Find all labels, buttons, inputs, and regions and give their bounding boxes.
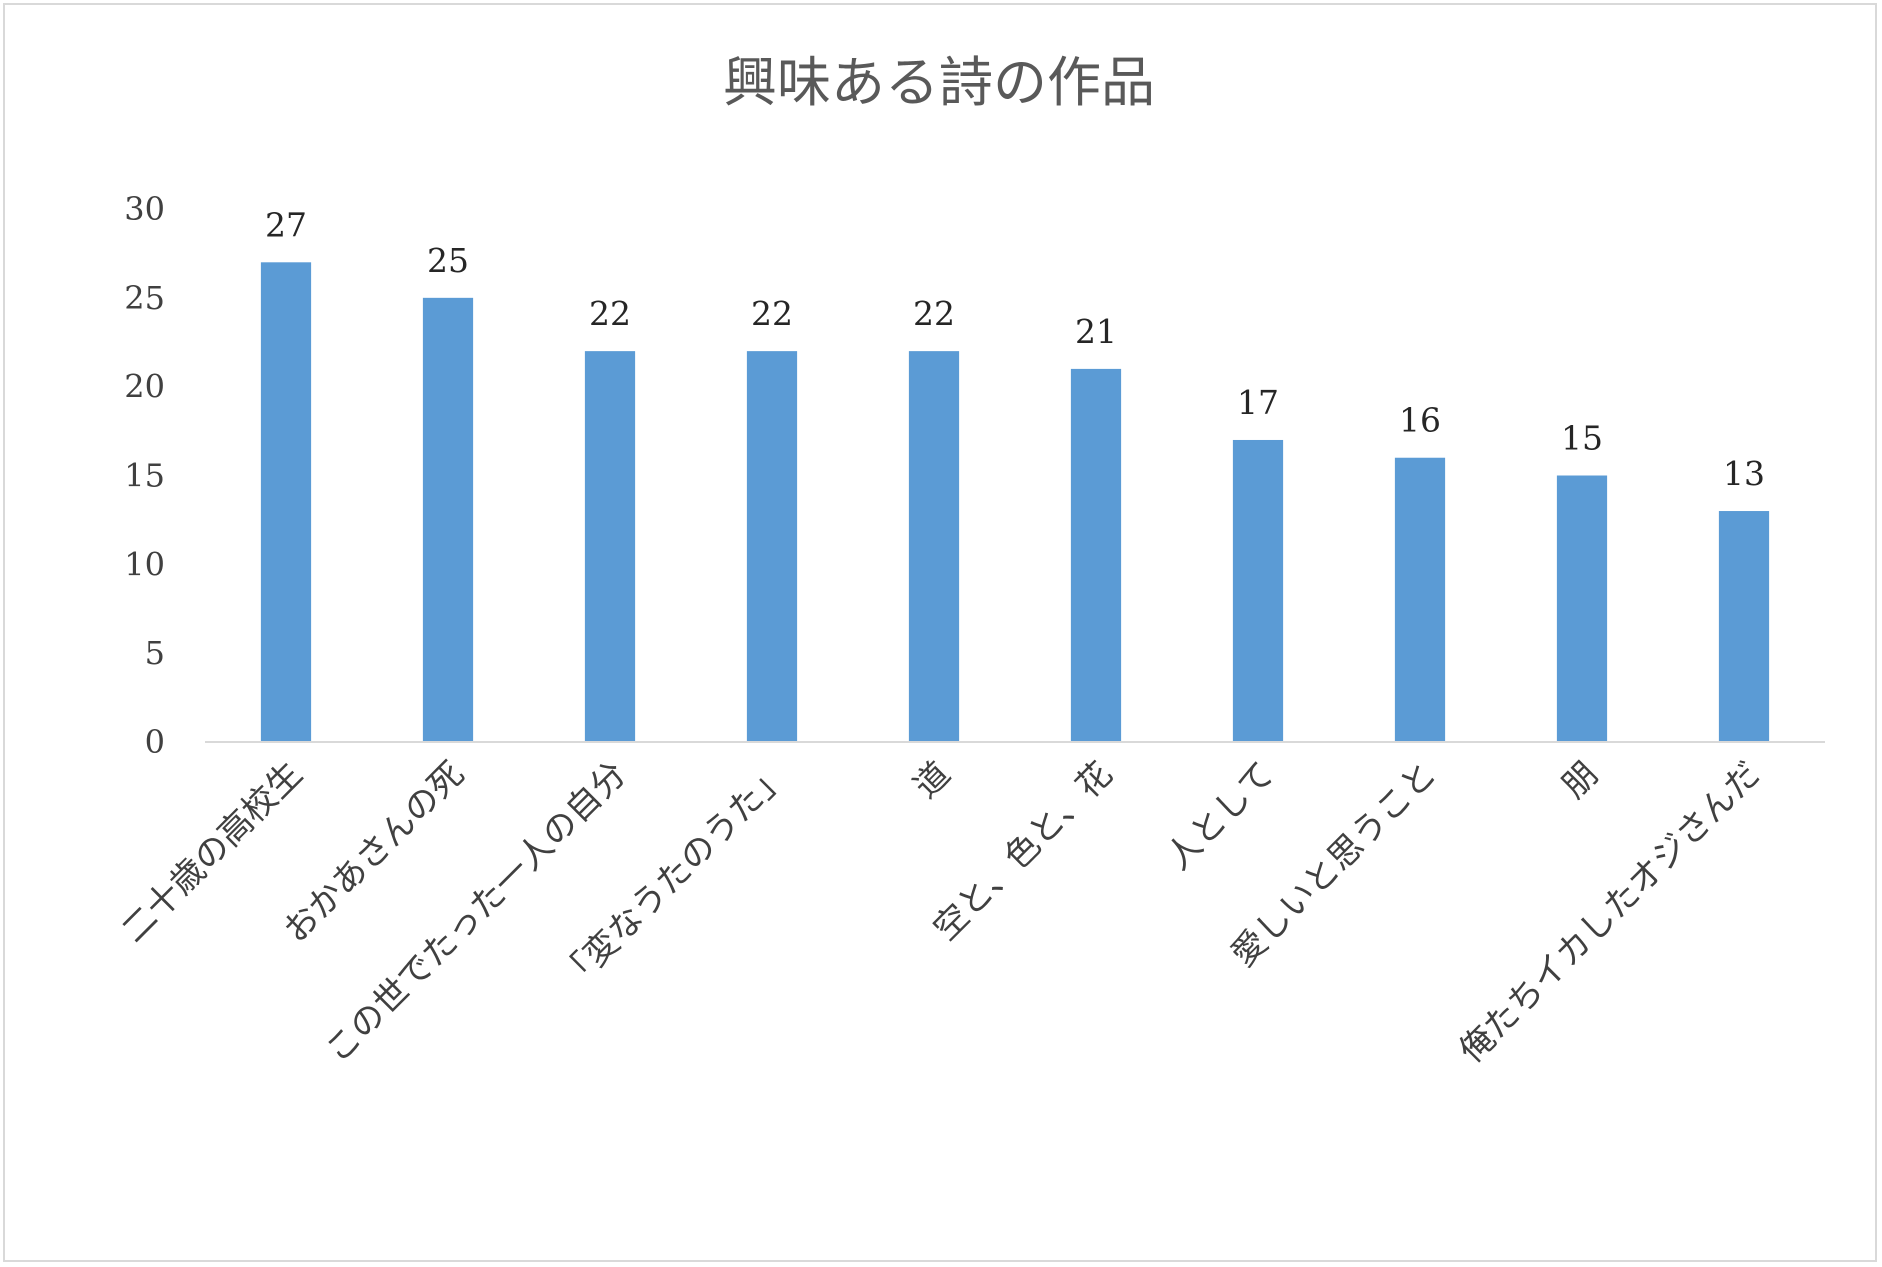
bar (584, 351, 636, 742)
data-label: 16 (1399, 401, 1441, 440)
x-tick-label: 俺たちイカしたオジさんだ (1452, 754, 1769, 1071)
data-label: 25 (427, 241, 469, 280)
bars (260, 262, 1770, 742)
y-axis: 0 5 10 15 20 25 30 (124, 190, 165, 761)
data-labels: 27 25 22 22 22 21 17 16 15 13 (265, 205, 1765, 493)
data-label: 21 (1075, 312, 1117, 351)
bar (1718, 511, 1770, 742)
y-tick-label: 20 (124, 368, 165, 406)
bar-chart: 興味ある詩の作品 0 5 10 15 20 25 30 27 25 22 22 22 21 17 16 15… (114, 51, 1825, 1071)
chart-frame: 興味ある詩の作品 0 5 10 15 20 25 30 27 25 22 22 22 21 17 16 15… (3, 3, 1877, 1262)
y-tick-label: 30 (124, 190, 165, 228)
bar (746, 351, 798, 742)
bar (260, 262, 312, 742)
bar (1070, 368, 1122, 742)
data-label: 15 (1561, 419, 1603, 458)
bar (1232, 439, 1284, 742)
y-tick-label: 10 (124, 545, 165, 583)
bar (422, 297, 474, 742)
data-label: 22 (589, 294, 631, 333)
y-tick-label: 15 (124, 457, 165, 495)
bar (1556, 475, 1608, 742)
data-label: 13 (1723, 454, 1765, 493)
data-label: 22 (751, 294, 793, 333)
y-tick-label: 0 (145, 723, 165, 761)
chart-title: 興味ある詩の作品 (723, 51, 1155, 114)
data-label: 17 (1237, 383, 1279, 422)
y-tick-label: 5 (145, 634, 165, 672)
x-tick-label: この世でたった一人の自分 (318, 754, 635, 1071)
bar (1394, 457, 1446, 742)
bar (908, 351, 960, 742)
x-tick-label: 道 (906, 754, 958, 806)
data-label: 27 (265, 205, 307, 244)
y-tick-label: 25 (124, 279, 165, 317)
x-tick-label: 朋 (1554, 754, 1606, 806)
data-label: 22 (913, 294, 955, 333)
x-tick-label: 人として (1159, 754, 1283, 878)
